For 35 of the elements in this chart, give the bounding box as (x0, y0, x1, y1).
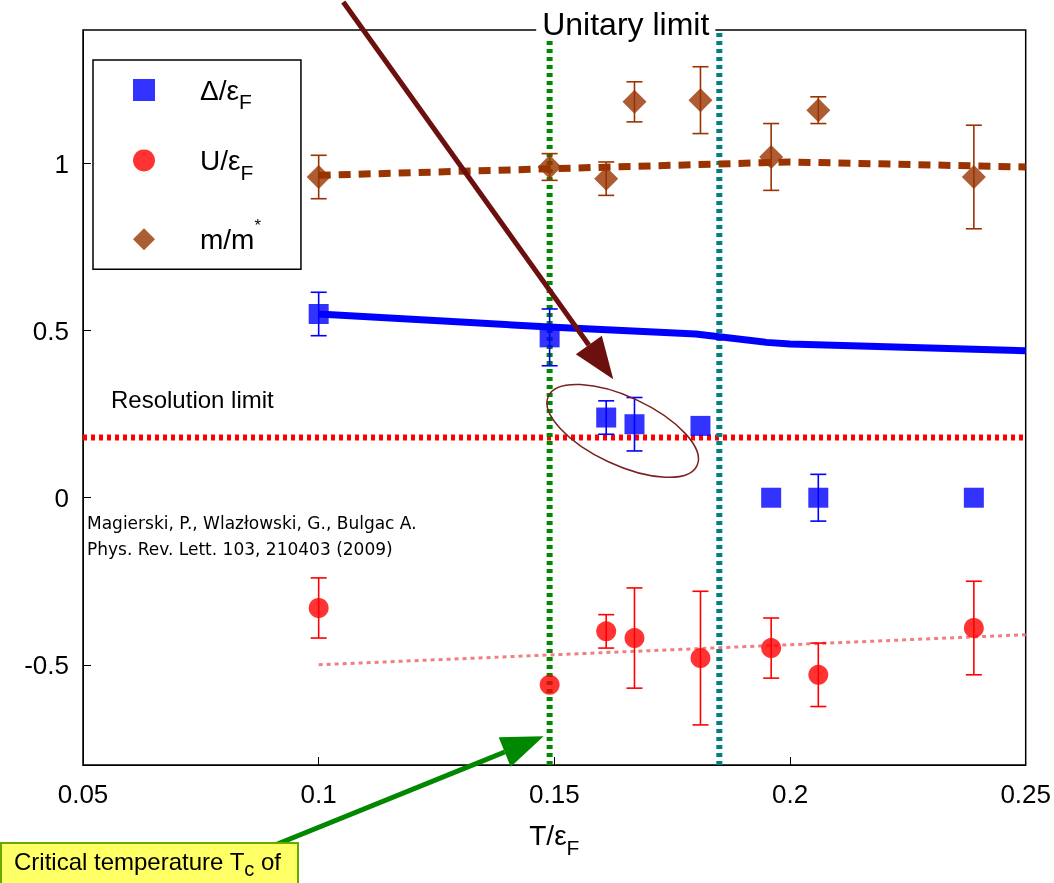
point (596, 407, 617, 428)
y-tick-label: 0.5 (32, 315, 69, 346)
point (539, 327, 560, 348)
annotation: Magierski, P., Wlazłowski, G., Bulgac A. Phys. Rev. Lett. 103, 210403 (2009) (87, 512, 417, 559)
point (308, 303, 329, 324)
ref-line-label: Resolution limit (111, 386, 275, 414)
x-tick-label: 0.1 (300, 779, 337, 809)
x-tick-label: 0.2 (771, 779, 809, 809)
x-tick-label: 0.15 (529, 779, 580, 809)
point (622, 89, 647, 114)
point (539, 674, 560, 695)
point (308, 597, 329, 618)
y-tick-label: -0.5 (24, 649, 69, 680)
ref-line-label: Unitary limit (542, 6, 710, 42)
point (961, 165, 986, 189)
point (596, 621, 617, 642)
point (688, 88, 713, 113)
point (690, 648, 711, 669)
x-tick-label: 0.05 (57, 779, 109, 809)
point (306, 165, 331, 189)
x-tick-label: 0.25 (1000, 779, 1051, 809)
point (761, 487, 782, 508)
point (690, 415, 711, 436)
point (624, 414, 645, 435)
point (963, 487, 984, 508)
point (808, 487, 829, 508)
y-tick-label: 0 (54, 482, 69, 513)
y-tick-label: 1 (54, 148, 69, 179)
point (624, 628, 645, 649)
point (761, 638, 782, 659)
legend-label: m/m* (200, 215, 262, 255)
point (808, 664, 829, 685)
text: Critical temperature T$_{c}$ of (0, 842, 299, 883)
point (963, 618, 984, 639)
point (759, 144, 784, 169)
